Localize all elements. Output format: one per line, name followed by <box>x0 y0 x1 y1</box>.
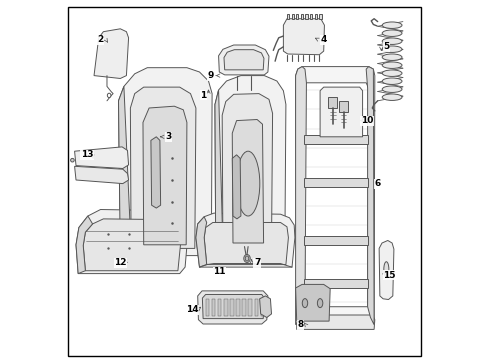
Ellipse shape <box>382 30 401 36</box>
Polygon shape <box>83 219 180 271</box>
Polygon shape <box>224 50 264 70</box>
Text: 3: 3 <box>165 132 172 141</box>
Bar <box>303 135 367 144</box>
Polygon shape <box>202 294 264 319</box>
Bar <box>236 299 239 316</box>
Text: 14: 14 <box>185 305 198 314</box>
Polygon shape <box>295 67 306 325</box>
Polygon shape <box>305 14 307 19</box>
Polygon shape <box>291 14 293 19</box>
Bar <box>211 299 215 316</box>
Polygon shape <box>232 155 241 219</box>
Ellipse shape <box>382 62 401 68</box>
Text: 6: 6 <box>374 179 380 188</box>
Polygon shape <box>303 83 368 307</box>
Polygon shape <box>259 296 271 318</box>
Polygon shape <box>222 94 272 247</box>
Polygon shape <box>76 210 187 274</box>
Polygon shape <box>142 106 186 245</box>
Polygon shape <box>328 97 336 108</box>
Polygon shape <box>76 216 92 274</box>
Polygon shape <box>151 137 160 208</box>
Text: 10: 10 <box>360 116 372 125</box>
Ellipse shape <box>317 299 322 307</box>
Ellipse shape <box>302 299 307 307</box>
Polygon shape <box>283 19 324 55</box>
Bar <box>230 299 233 316</box>
Text: 9: 9 <box>207 71 213 80</box>
Ellipse shape <box>382 86 401 93</box>
Text: 2: 2 <box>97 35 103 44</box>
Bar <box>303 279 367 288</box>
Ellipse shape <box>382 94 401 100</box>
Polygon shape <box>196 217 206 267</box>
Polygon shape <box>196 213 294 267</box>
Ellipse shape <box>382 78 401 85</box>
Bar <box>303 236 367 245</box>
Polygon shape <box>75 166 128 184</box>
Bar <box>248 299 251 316</box>
Polygon shape <box>118 86 131 256</box>
Polygon shape <box>215 90 223 252</box>
Text: 15: 15 <box>382 271 395 280</box>
Ellipse shape <box>382 38 401 44</box>
Text: 11: 11 <box>213 267 225 276</box>
Bar <box>218 299 221 316</box>
Polygon shape <box>218 45 268 75</box>
Polygon shape <box>314 14 316 19</box>
Bar <box>242 299 245 316</box>
Ellipse shape <box>107 93 111 98</box>
Ellipse shape <box>382 54 401 60</box>
Polygon shape <box>295 67 374 325</box>
Polygon shape <box>215 76 285 252</box>
Polygon shape <box>130 87 196 248</box>
Polygon shape <box>94 29 128 78</box>
Text: 7: 7 <box>253 258 260 267</box>
Polygon shape <box>296 315 374 329</box>
Text: 13: 13 <box>81 150 93 159</box>
Ellipse shape <box>236 151 259 216</box>
Polygon shape <box>75 147 128 168</box>
Bar <box>254 299 258 316</box>
Ellipse shape <box>382 22 401 28</box>
Polygon shape <box>339 101 347 112</box>
Bar <box>260 299 264 316</box>
Ellipse shape <box>244 255 250 262</box>
Polygon shape <box>309 14 312 19</box>
Text: 12: 12 <box>114 258 126 267</box>
Polygon shape <box>197 291 267 324</box>
Polygon shape <box>320 87 362 137</box>
Text: 4: 4 <box>320 35 326 44</box>
Ellipse shape <box>70 158 74 162</box>
Polygon shape <box>319 14 321 19</box>
Bar <box>303 178 367 187</box>
Text: 1: 1 <box>200 91 206 100</box>
Text: 5: 5 <box>383 42 389 51</box>
Polygon shape <box>366 67 373 325</box>
Polygon shape <box>232 120 263 243</box>
Ellipse shape <box>383 262 388 277</box>
Text: 8: 8 <box>297 320 303 329</box>
Polygon shape <box>118 68 212 256</box>
Polygon shape <box>300 14 303 19</box>
Ellipse shape <box>244 256 248 261</box>
Polygon shape <box>295 284 329 321</box>
Bar <box>224 299 227 316</box>
Polygon shape <box>378 240 393 300</box>
Polygon shape <box>204 222 288 265</box>
Polygon shape <box>296 14 298 19</box>
Ellipse shape <box>382 46 401 53</box>
Ellipse shape <box>382 70 401 76</box>
Polygon shape <box>286 14 288 19</box>
Bar <box>205 299 209 316</box>
